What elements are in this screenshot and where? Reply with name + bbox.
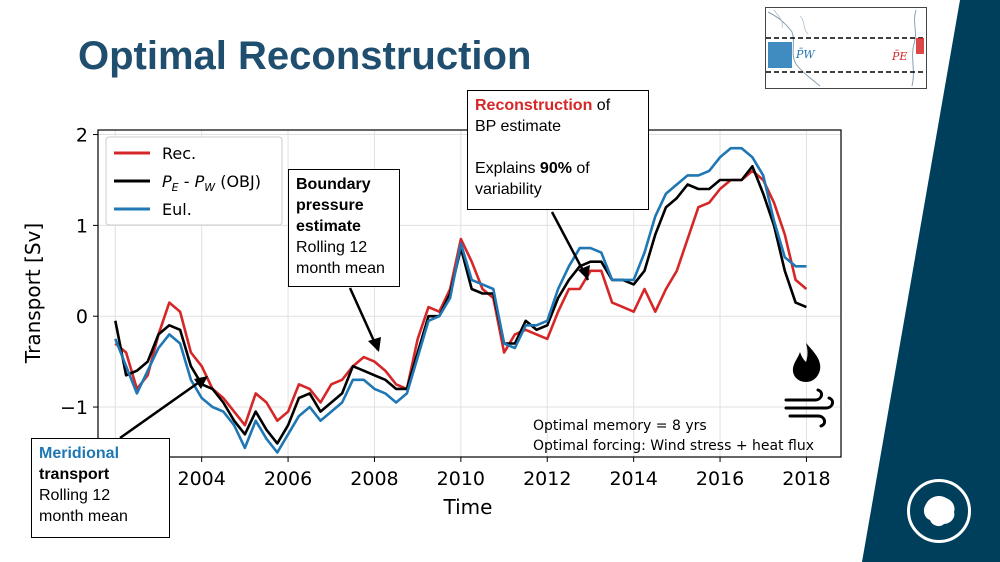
inset-map: P̄W P̄E: [765, 7, 927, 89]
x-tick-label: 2008: [350, 468, 398, 490]
callout-meridional-line3: Rolling 12: [39, 487, 111, 504]
callout-arrows: [119, 211, 590, 440]
series-eul-line: [114, 146, 807, 454]
y-axis-label: Transport [Sv]: [21, 223, 45, 364]
callout-reconstruction-line4: variability: [475, 181, 542, 198]
x-tick-label: 2012: [523, 468, 571, 490]
x-tick-label: 2010: [437, 468, 485, 490]
callout-reconstruction-of2: of: [571, 160, 590, 177]
antarctica-continent: [923, 496, 955, 527]
x-tick-label: 2016: [696, 468, 744, 490]
antarctica-icon: [907, 479, 971, 543]
wind-icon: [784, 388, 835, 428]
y-tick-label: −1: [60, 397, 88, 419]
accent-band-shape: [862, 0, 1000, 562]
y-tick-label: 1: [76, 215, 88, 237]
callout-reconstruction-title: Reconstruction: [475, 97, 593, 114]
callout-boundary-line3: estimate: [296, 218, 361, 235]
x-tick-label: 2004: [177, 468, 225, 490]
x-tick-label: 2018: [782, 468, 830, 490]
east-coastline: [911, 9, 917, 87]
x-tick-label: 2006: [264, 468, 312, 490]
west-pressure-region: [768, 42, 792, 68]
legend: Rec. PE - PW (OBJ) Eul.: [105, 136, 283, 226]
arrow-meridional: [119, 376, 206, 440]
callout-meridional-line4: month mean: [39, 508, 128, 525]
legend-label-eul: Eul.: [162, 200, 192, 219]
x-tick-label: 2014: [609, 468, 657, 490]
fire-icon-flame: [792, 343, 821, 382]
callout-reconstruction-percent: 90%: [539, 160, 572, 177]
callout-meridional: Meridional transport Rolling 12 month me…: [31, 438, 170, 538]
east-pressure-region: [916, 38, 924, 54]
wind-icon-line-2: [784, 396, 835, 410]
callout-meridional-line2: transport: [39, 466, 110, 483]
y-tick-label: 0: [76, 306, 88, 328]
inset-label-east: P̄E: [891, 50, 907, 63]
axis-ticks: 200220042006200820102012201420162018−101…: [60, 125, 831, 490]
callout-reconstruction-line2: BP estimate: [475, 118, 561, 135]
arrow-meridional-head: [194, 376, 208, 389]
callout-meridional-line1: Meridional: [39, 445, 120, 462]
legend-label-rec: Rec.: [162, 144, 196, 163]
callout-reconstruction-of: of: [592, 97, 611, 114]
callout-reconstruction-explains: Explains: [475, 160, 540, 177]
callout-boundary-line1: Boundary: [296, 176, 371, 193]
arrow-boundary-head: [368, 337, 381, 352]
callout-boundary-line5: month mean: [296, 260, 385, 277]
y-tick-label: 2: [76, 125, 88, 147]
optimal-forcing-text: Optimal forcing: Wind stress + heat flux: [533, 438, 814, 454]
callout-boundary-line4: Rolling 12: [296, 239, 368, 256]
inset-label-west: P̄W: [795, 48, 816, 61]
wind-icon-line-1: [784, 388, 824, 402]
legend-box: [105, 136, 283, 226]
legend-label-obj: PE - PW (OBJ): [162, 172, 261, 194]
fire-icon: [792, 343, 821, 382]
callout-reconstruction: Reconstruction of BP estimate Explains 9…: [467, 90, 649, 210]
x-axis-label: Time: [443, 495, 493, 519]
data-series: [114, 146, 808, 454]
inset-map-drawing: P̄W P̄E: [766, 8, 926, 88]
inset-map-background: [766, 8, 926, 88]
wind-icon-line-3: [788, 414, 827, 428]
callout-boundary-line2: pressure: [296, 197, 364, 214]
arrow-reconstruction-head: [578, 265, 590, 280]
page-title: Optimal Reconstruction: [78, 34, 532, 78]
west-coastline: [767, 11, 821, 87]
series-rec-line: [114, 169, 808, 427]
west-coastline-detail: [773, 9, 809, 35]
callout-boundary-pressure: Boundary pressure estimate Rolling 12 mo…: [288, 169, 400, 287]
antarctica-icon-shape: [923, 496, 955, 527]
optimal-memory-text: Optimal memory = 8 yrs: [533, 418, 707, 434]
